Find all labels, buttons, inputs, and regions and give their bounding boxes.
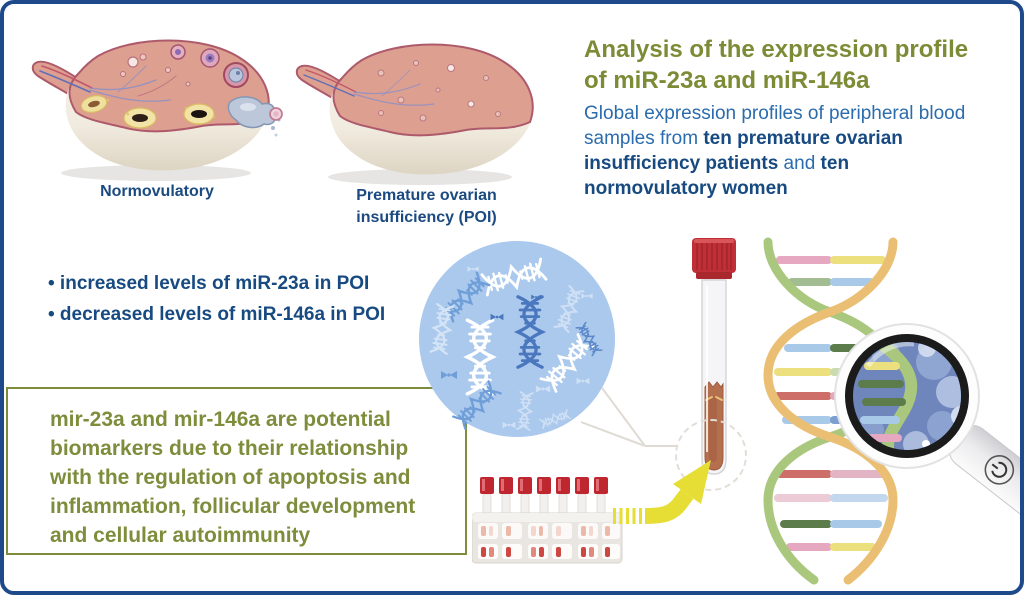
ovulation-site <box>227 96 283 137</box>
ovary-label-normovulatory: Normovulatory <box>100 183 214 200</box>
sample-highlight-dashed-circle <box>675 419 747 491</box>
conclusion-text: mir-23a and mir-146a are potential bioma… <box>50 408 416 547</box>
callout-lines <box>580 387 677 447</box>
conclusion-box: mir-23a and mir-146a are potential bioma… <box>6 387 467 555</box>
corpus-luteum <box>80 95 216 129</box>
ovary-shadow <box>61 165 251 181</box>
primordial-follicles <box>120 53 191 87</box>
dna-sample-circle <box>419 241 615 437</box>
dna-double-helix <box>763 237 1020 585</box>
pcr-rack <box>472 512 623 564</box>
ovary-label-poi-line2: insufficiency (POI) <box>356 209 497 226</box>
pcr-tubes <box>480 477 608 515</box>
process-arrow-icon <box>613 460 711 524</box>
finding-item: • decreased levels of miR-146a in POI <box>48 304 386 325</box>
magnifying-glass-illustration <box>834 323 1020 580</box>
main-title: Analysis of the expression profile of mi… <box>584 34 1014 96</box>
ovary-shadow <box>328 169 512 185</box>
ovary-normovulatory-illustration <box>31 39 283 181</box>
ovary-label-poi-line1: Premature ovarian <box>356 187 497 204</box>
ovary-cut-surface <box>332 43 534 137</box>
tube-cap <box>692 238 736 279</box>
ovary-label-poi: Premature ovarian insufficiency (POI) <box>339 185 514 229</box>
main-title-line1: Analysis of the expression profile <box>584 36 969 63</box>
power-button-icon <box>984 455 1015 485</box>
ovary-vessels <box>303 69 435 106</box>
ovary-vessels <box>39 65 177 102</box>
ovary-poi-illustration <box>295 43 534 185</box>
ovary-cut-surface <box>68 39 270 133</box>
primordial-follicles <box>377 60 501 122</box>
growing-follicles <box>170 44 249 88</box>
study-description: Global expression profiles of peripheral… <box>584 103 966 199</box>
finding-item: • increased levels of miR-23a in POI <box>48 273 370 294</box>
pcr-tube-strip <box>472 477 623 564</box>
main-title-line2: of miR-23a and miR-146a <box>584 67 870 94</box>
findings-list: • increased levels of miR-23a in POI • d… <box>48 268 448 330</box>
